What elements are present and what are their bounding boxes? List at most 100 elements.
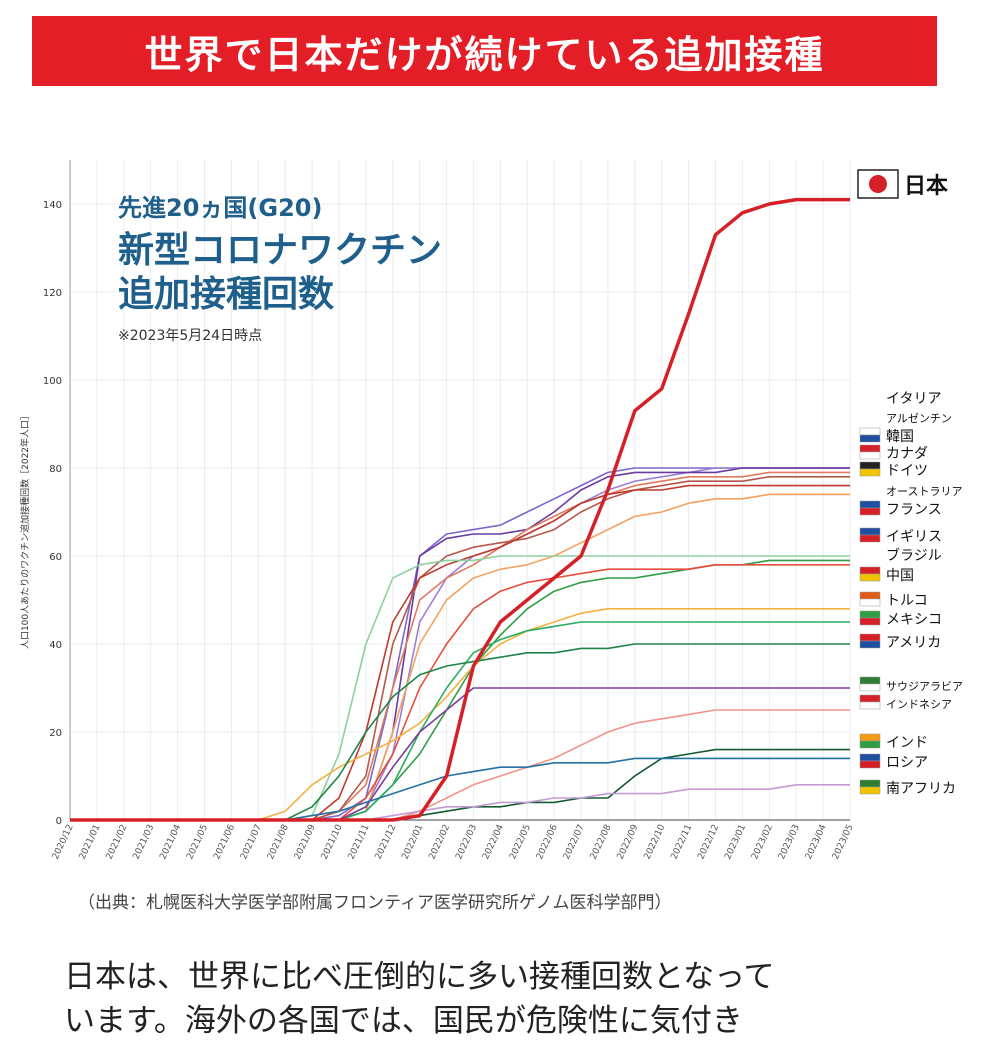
- x-tick-label: 2022/12: [696, 823, 721, 861]
- flag-us-icon: [859, 640, 881, 649]
- x-tick-label: 2022/03: [454, 823, 479, 861]
- series-line: [70, 197, 850, 822]
- series-line: [70, 687, 850, 821]
- x-tick-label: 2022/11: [669, 823, 694, 861]
- legend-label: サウジアラビア: [886, 680, 963, 693]
- legend-label: ブラジル: [886, 547, 942, 564]
- series-line: [70, 471, 850, 821]
- flag-ru-icon: [859, 753, 881, 762]
- flag-za-icon: [859, 786, 881, 795]
- flag-sa-icon: [859, 676, 881, 685]
- body-text-line1: 日本は、世界に比べ圧倒的に多い接種回数となって: [64, 959, 775, 995]
- article-body-text: 日本は、世界に比べ圧倒的に多い接種回数となって います。海外の各国では、国民が危…: [64, 955, 944, 1043]
- vaccination-line-chart: 0 20 40 60 80 100 120 140 人口100人あたりのワクチン追加接種回数［2…: [19, 160, 963, 861]
- flag-in-icon: [859, 733, 881, 742]
- legend-label: 韓国: [886, 429, 914, 445]
- x-tick-label: 2021/11: [347, 823, 372, 861]
- flag-tr-icon: [859, 598, 881, 607]
- x-tick-label: 2021/12: [374, 823, 399, 861]
- flag-in-icon: [859, 740, 881, 749]
- x-tick-label: 2021/03: [132, 823, 157, 861]
- legend-label: ロシア: [886, 755, 928, 771]
- flag-ca-icon: [859, 444, 881, 453]
- chart-title-line2: 新型コロナワクチン: [118, 230, 443, 271]
- legend-label: メキシコ: [886, 612, 942, 628]
- flag-fr-icon: [859, 507, 881, 516]
- chart-title-line3: 追加接種回数: [118, 274, 335, 315]
- x-tick-label: 2021/07: [239, 823, 264, 861]
- x-tick-label: 2020/12: [51, 823, 76, 861]
- series-line: [70, 559, 850, 821]
- flag-cn-icon: [859, 566, 881, 575]
- y-tick-label: 140: [43, 200, 62, 211]
- y-tick-label: 100: [43, 376, 62, 387]
- flag-kr-icon: [859, 427, 881, 436]
- flag-mx-icon: [859, 610, 881, 619]
- chart-date-note: ※2023年5月24日時点: [118, 328, 263, 344]
- x-tick-label: 2022/10: [643, 823, 668, 861]
- flag-za-icon: [859, 779, 881, 788]
- series-line: [70, 748, 850, 821]
- legend-label: インド: [886, 735, 928, 751]
- series-line: [70, 493, 850, 821]
- legend-label: 中国: [886, 568, 914, 584]
- flag-de-icon: [859, 461, 881, 470]
- series-line: [70, 783, 850, 821]
- legend-label: イタリア: [886, 391, 941, 407]
- x-tick-label: 2022/05: [508, 823, 533, 861]
- flag-ru-icon: [859, 760, 881, 769]
- flag-mx-icon: [859, 617, 881, 626]
- legend-label: イギリス: [886, 529, 942, 545]
- chart-title-block: 先進20ヵ国(G20) 新型コロナワクチン 追加接種回数 ※2023年5月24日…: [118, 188, 518, 345]
- legend-label: アメリカ: [886, 635, 941, 651]
- body-text-line2: います。海外の各国では、国民が危険性に気付き: [64, 1003, 743, 1039]
- x-tick-label: 2022/08: [589, 823, 614, 861]
- x-tick-label: 2021/10: [320, 823, 345, 861]
- x-tick-label: 2022/07: [562, 823, 587, 861]
- legend-label: オーストラリア: [886, 485, 962, 498]
- x-tick-label: 2021/05: [185, 823, 210, 861]
- x-tick-label: 2022/04: [481, 823, 506, 861]
- y-tick-label: 120: [43, 288, 62, 299]
- y-axis-label: 人口100人あたりのワクチン追加接種回数［2022年人口］: [19, 411, 31, 649]
- flag-ca-icon: [859, 451, 881, 460]
- flag-gb-icon: [859, 527, 881, 536]
- x-tick-label: 2023/01: [723, 823, 748, 861]
- y-tick-label: 40: [49, 640, 62, 651]
- x-tick-label: 2022/02: [427, 823, 452, 861]
- legend-label: フランス: [886, 502, 942, 518]
- x-tick-label: 2022/01: [401, 823, 426, 861]
- legend-label: アルゼンチン: [886, 412, 952, 425]
- flag-sa-icon: [859, 683, 881, 692]
- x-tick-label: 2021/06: [212, 823, 237, 861]
- legend-label: 日本: [904, 174, 948, 199]
- source-citation: （出典：札幌医科大学医学部附属フロンティア医学研究所ゲノム医科学部門）: [78, 893, 672, 913]
- y-tick-label: 60: [49, 552, 62, 563]
- flag-id-icon: [859, 694, 881, 703]
- series-line: [70, 563, 850, 821]
- x-tick-label: 2023/03: [777, 823, 802, 861]
- page-banner-title: 世界で日本だけが続けている追加接種: [32, 16, 937, 86]
- x-tick-label: 2021/04: [158, 823, 183, 861]
- legend-label: ドイツ: [886, 463, 928, 479]
- x-tick-label: 2023/05: [831, 823, 856, 861]
- flag-fr-icon: [859, 500, 881, 509]
- legend-label: カナダ: [886, 446, 928, 462]
- y-tick-label: 0: [56, 816, 62, 827]
- x-tick-label: 2023/02: [750, 823, 775, 861]
- flag-id-icon: [859, 701, 881, 710]
- y-tick-label: 20: [49, 728, 62, 739]
- x-tick-label: 2022/09: [616, 823, 641, 861]
- x-tick-label: 2023/04: [804, 823, 829, 861]
- flag-japan-icon: [857, 169, 899, 199]
- y-tick-label: 80: [49, 464, 62, 475]
- legend-label: 南アフリカ: [886, 781, 956, 797]
- chart-title-line1: 先進20ヵ国(G20): [118, 194, 323, 222]
- x-tick-label: 2021/09: [293, 823, 318, 861]
- x-tick-label: 2021/08: [266, 823, 291, 861]
- series-line: [70, 475, 850, 821]
- flag-tr-icon: [859, 591, 881, 600]
- flag-cn-icon: [859, 573, 881, 582]
- flag-gb-icon: [859, 534, 881, 543]
- flag-de-icon: [859, 468, 881, 477]
